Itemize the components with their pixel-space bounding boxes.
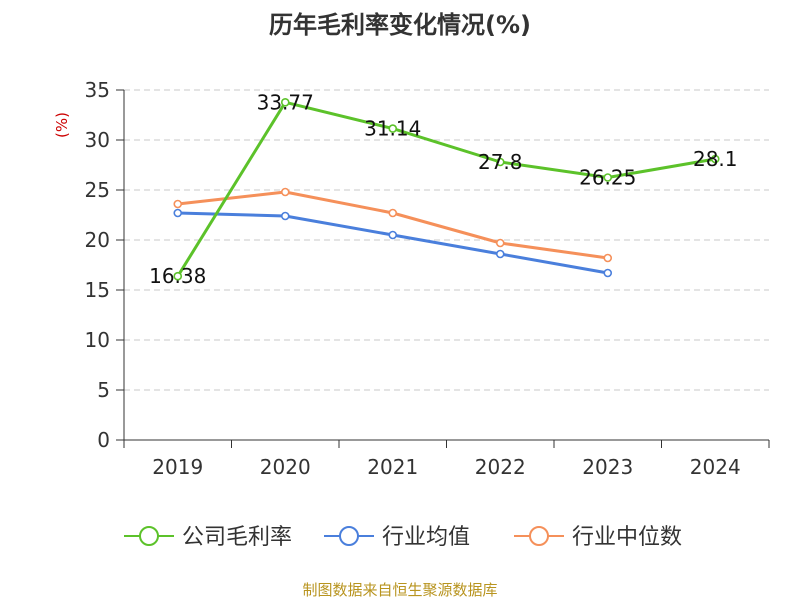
- data-point: [388, 208, 398, 218]
- x-tick-label: 2023: [582, 455, 633, 479]
- data-point: [280, 211, 290, 221]
- y-tick-label: 15: [85, 278, 110, 302]
- data-label: 28.1: [693, 147, 738, 171]
- legend-label: 行业中位数: [572, 525, 682, 550]
- legend-marker: [339, 526, 359, 546]
- data-point: [603, 268, 613, 278]
- data-point: [173, 208, 183, 218]
- series-line: [176, 100, 716, 277]
- data-label: 16.38: [149, 264, 206, 288]
- data-point: [603, 253, 613, 263]
- source-footer: 制图数据来自恒生聚源数据库: [302, 581, 497, 599]
- data-point: [495, 249, 505, 259]
- data-point: [173, 199, 183, 209]
- data-label: 27.8: [478, 150, 523, 174]
- series-line: [177, 211, 609, 275]
- y-tick-label: 0: [97, 428, 110, 452]
- axes: 0 5 10 15 20 25 30 35 2019 2020 2021 2022 2023 2024: [85, 78, 770, 479]
- data-label: 31.14: [364, 117, 421, 141]
- x-tick-label: 2020: [260, 455, 311, 479]
- x-tick-label: 2019: [152, 455, 203, 479]
- data-labels: 16.38 33.77 31.14 27.8 26.25 28.1: [149, 90, 737, 288]
- legend-label: 行业均值: [382, 525, 470, 550]
- data-point: [280, 187, 290, 197]
- y-tick-label: 5: [97, 378, 110, 402]
- legend-marker: [529, 526, 549, 546]
- y-tick-label: 35: [85, 78, 110, 102]
- data-label: 26.25: [579, 166, 636, 190]
- data-label: 33.77: [257, 90, 314, 114]
- legend: 公司毛利率 行业均值 行业中位数: [124, 525, 682, 550]
- data-point: [603, 173, 613, 182]
- x-tick-label: 2022: [475, 455, 526, 479]
- series-lines: [173, 98, 720, 281]
- chart-title: 历年毛利率变化情况(%): [269, 11, 531, 39]
- data-point: [495, 157, 505, 167]
- data-point: [495, 238, 505, 248]
- grid-lines: [124, 89, 769, 391]
- data-point: [173, 271, 183, 281]
- y-tick-label: 10: [85, 328, 110, 352]
- series-line: [177, 190, 609, 260]
- data-point: [388, 230, 398, 240]
- x-tick-label: 2024: [690, 455, 741, 479]
- legend-marker: [139, 526, 159, 546]
- y-tick-label: 30: [85, 128, 110, 152]
- y-axis-label: (%): [53, 112, 71, 138]
- data-point: [388, 124, 398, 133]
- data-point: [280, 98, 290, 107]
- x-tick-label: 2021: [367, 455, 418, 479]
- data-point: [710, 154, 720, 164]
- y-tick-label: 20: [85, 228, 110, 252]
- legend-label: 公司毛利率: [182, 525, 292, 550]
- y-tick-label: 25: [85, 178, 110, 202]
